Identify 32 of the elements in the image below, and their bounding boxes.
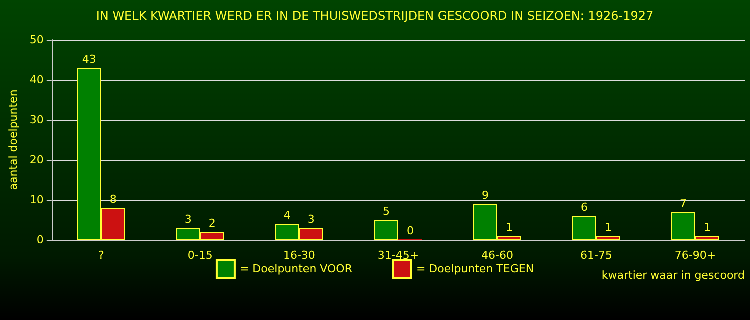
data-label: 1 [704, 221, 711, 234]
y-tick-label: 10 [30, 194, 44, 206]
data-label: 43 [82, 53, 96, 66]
x-tick-label: 76-90+ [674, 249, 716, 262]
data-label: 3 [308, 213, 315, 226]
x-tick-label: 46-60 [481, 249, 514, 262]
y-axis-title: aantal doelpunten [7, 90, 20, 190]
x-tick-label: 31-45+ [378, 249, 420, 262]
y-tick-label: 20 [30, 154, 44, 166]
x-axis-title: kwartier waar in gescoord [602, 269, 745, 282]
y-tick-label: 0 [36, 234, 44, 246]
y-tick-label: 40 [30, 74, 44, 86]
data-label: 6 [580, 201, 588, 214]
data-label: 0 [406, 224, 414, 238]
x-tick-label: 0-15 [188, 249, 213, 262]
data-label: 1 [604, 221, 612, 234]
data-label: 7 [680, 197, 687, 210]
bar [374, 220, 398, 240]
x-tick-label: ? [98, 249, 104, 262]
legend-label: = Doelpunten TEGEN [416, 262, 534, 276]
y-tick-label: 30 [30, 114, 44, 126]
x-tick-label: 16-30 [283, 249, 316, 262]
data-label: 2 [208, 217, 216, 230]
y-tick-label: 50 [30, 34, 44, 46]
data-label: 1 [506, 221, 513, 234]
data-label: 4 [284, 209, 291, 222]
data-label: 5 [382, 205, 390, 218]
legend-label: = Doelpunten VOOR [240, 262, 353, 276]
chart-title: IN WELK KWARTIER WERD ER IN DE THUISWEDSTRIJDEN GESCOORD IN SEIZOEN: 1926-1927 [96, 9, 654, 23]
data-label: 3 [184, 213, 192, 226]
data-label: 9 [482, 189, 489, 202]
x-tick-label: 61-75 [580, 249, 612, 262]
